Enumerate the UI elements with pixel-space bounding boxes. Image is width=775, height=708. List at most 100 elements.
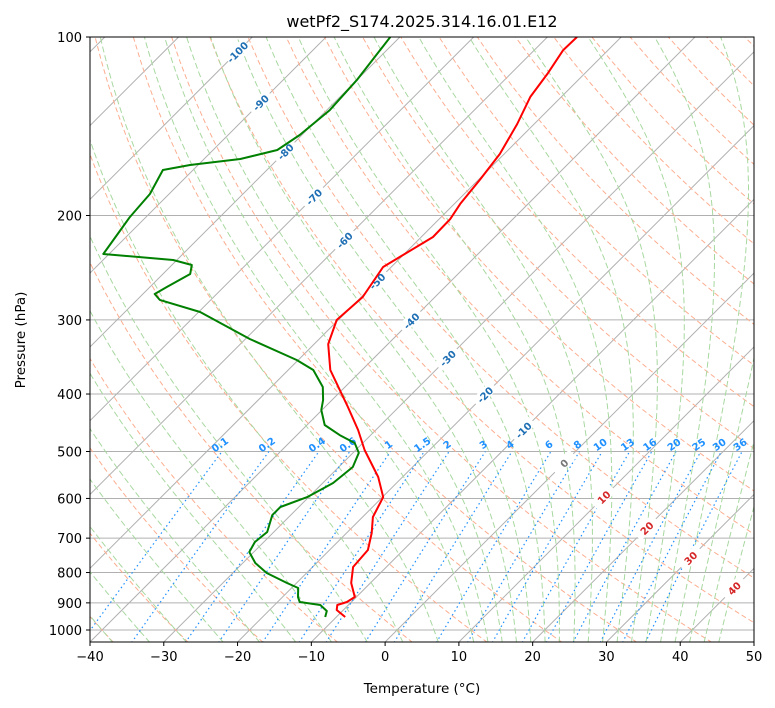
mixing-ratio-label: 0.4	[307, 436, 328, 455]
moist-adiabat-line	[90, 570, 151, 642]
dry-adiabat-line	[132, 37, 638, 642]
moist-adiabat-line	[587, 37, 685, 642]
x-tick-label: 50	[746, 650, 763, 665]
y-tick-label: 300	[57, 314, 82, 329]
dry-adiabat-line	[209, 37, 754, 624]
x-tick-label: 40	[672, 650, 689, 665]
isotherm-label-background	[247, 89, 274, 116]
dry-adiabat-line	[323, 37, 754, 492]
isotherm-label-background	[300, 183, 327, 210]
moist-adiabat-line	[210, 37, 517, 642]
moist-adiabat-line	[297, 37, 560, 642]
isotherm-line	[384, 272, 754, 642]
isotherm-label-background	[471, 381, 498, 408]
moist-adiabat-line	[525, 37, 658, 642]
isotherm-line	[90, 37, 475, 422]
isotherm-line	[236, 124, 754, 642]
isotherm-line	[90, 37, 696, 642]
isobar-gridlines	[90, 37, 754, 631]
dry-adiabat-line	[744, 37, 754, 47]
mixing-ratio-lines	[90, 451, 743, 642]
dry-adiabat-line	[438, 37, 754, 366]
isotherm-line	[90, 37, 253, 201]
mixing-ratio-line	[467, 451, 581, 642]
sounding-profiles	[102, 37, 578, 618]
plot-frame	[89, 36, 755, 643]
moist-adiabat-line	[0, 37, 76, 643]
isotherm-label-background	[633, 514, 660, 541]
temperature-profile-line	[327, 37, 578, 618]
y-tick-label: 1000	[49, 624, 82, 639]
y-tick-label: 400	[57, 388, 82, 403]
isotherm-label-background	[720, 574, 747, 601]
y-tick-label: 600	[57, 492, 82, 507]
dry-adiabat-line	[90, 357, 339, 642]
y-tick-label: 900	[57, 597, 82, 612]
x-tick-label: 10	[451, 650, 468, 665]
isotherm-label-background	[590, 483, 617, 510]
moist-adiabat-line	[703, 439, 754, 642]
moist-adiabat-line	[99, 37, 439, 642]
isotherm-line	[458, 346, 754, 642]
moist-adiabat-line	[468, 37, 634, 642]
moist-adiabat-line	[718, 505, 754, 642]
moist-adiabat-line	[333, 37, 576, 642]
moist-adiabat-line	[265, 37, 546, 642]
mixing-ratio-line	[185, 451, 320, 642]
dry-adiabat-line	[591, 37, 754, 205]
y-tick-label: 700	[57, 532, 82, 547]
dry-adiabat-line	[667, 37, 754, 126]
chart-title: wetPf2_S174.2025.314.16.01.E12	[286, 12, 557, 32]
isotherm-label-background	[223, 38, 251, 65]
isotherm-line	[90, 37, 327, 274]
y-tick-label: 200	[57, 210, 82, 225]
isotherm-line	[90, 37, 401, 348]
moist-adiabat-line	[164, 37, 489, 642]
moist-adiabat-line	[186, 37, 503, 642]
dry-adiabat-line	[90, 532, 189, 642]
isotherm-label-background	[397, 307, 424, 334]
mixing-ratio-line	[572, 451, 677, 642]
y-tick-label: 800	[57, 567, 82, 582]
mixing-ratio-line	[298, 451, 425, 642]
y-tick-label: 100	[57, 31, 82, 46]
mixing-ratio-line	[218, 451, 351, 642]
x-axis-ticks: −40 −30 −20 −10 0 10 20 30 40 50	[76, 642, 762, 665]
isotherm-label-background	[550, 449, 577, 476]
x-tick-label: 30	[598, 650, 615, 665]
moist-adiabat-line	[90, 138, 404, 642]
isotherm-label-background	[271, 138, 299, 165]
mixing-ratio-line	[599, 451, 702, 642]
moist-adiabat-line	[143, 37, 475, 642]
x-tick-label: −20	[224, 650, 251, 665]
mixing-ratio-line	[90, 451, 223, 632]
dry-adiabat-line	[362, 37, 754, 450]
mixing-ratio-label: 6	[543, 439, 555, 452]
moist-adiabat-line	[674, 37, 749, 642]
dry-adiabat-line	[515, 37, 754, 285]
dry-adiabat-line	[90, 152, 488, 642]
x-tick-label: 20	[524, 650, 541, 665]
mixing-ratio-label: 0.2	[257, 436, 278, 455]
moist-adiabat-line	[90, 525, 187, 642]
x-axis-label: Temperature (°C)	[363, 681, 481, 697]
isotherm-line	[90, 37, 622, 569]
x-tick-label: −10	[298, 650, 325, 665]
isotherm-line	[163, 51, 754, 642]
x-tick-label: −40	[76, 650, 103, 665]
plot-area: 0.1 0.2 0.4 0.6 1 1.5 2 3 4 6 8 10 13 16 20 25 30 36-100-…	[0, 37, 754, 643]
isotherm-line	[605, 493, 754, 642]
moist-adiabat-line	[236, 37, 532, 642]
moist-adiabat-line	[90, 478, 224, 642]
moist-adiabat-line	[90, 427, 261, 642]
moist-adiabat-line	[373, 37, 593, 642]
moist-adiabat-line	[90, 234, 368, 642]
mixing-ratio-label: 1	[383, 439, 395, 452]
y-tick-label: 500	[57, 445, 82, 460]
dry-adiabat-line	[706, 37, 754, 87]
isotherm-line	[753, 641, 754, 642]
x-tick-label: 0	[381, 650, 389, 665]
dry-adiabat-line	[90, 261, 413, 642]
mixing-ratio-label: 2	[442, 439, 454, 452]
